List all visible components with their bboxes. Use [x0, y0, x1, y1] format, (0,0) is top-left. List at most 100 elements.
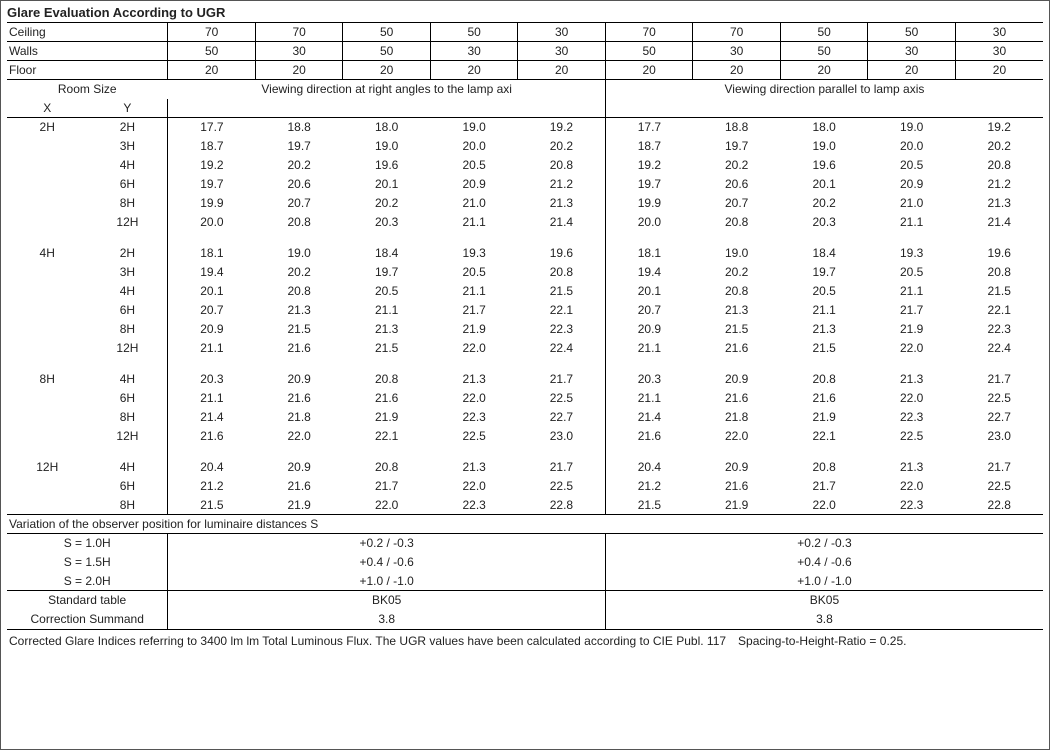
header-val: 20: [605, 61, 693, 80]
val: 21.6: [693, 477, 781, 496]
val: 21.6: [168, 427, 256, 446]
val: 20.9: [605, 320, 693, 339]
y-cell: 3H: [87, 263, 167, 282]
val: 18.1: [168, 244, 256, 263]
page-title: Glare Evaluation According to UGR: [7, 3, 1043, 22]
val: 20.2: [693, 156, 781, 175]
val: 22.5: [430, 427, 518, 446]
val: 18.8: [255, 118, 343, 137]
header-val: 30: [955, 42, 1043, 61]
x-cell: [7, 263, 87, 282]
ugr-table: Glare Evaluation According to UGR Ceilin…: [0, 0, 1050, 750]
x-cell: [7, 320, 87, 339]
val: 22.0: [868, 477, 956, 496]
val: 22.3: [955, 320, 1043, 339]
val: 21.6: [255, 389, 343, 408]
header-val: 50: [868, 23, 956, 42]
val: 20.8: [518, 156, 606, 175]
val: 19.9: [168, 194, 256, 213]
val: 19.2: [955, 118, 1043, 137]
val: 20.2: [955, 137, 1043, 156]
y-cell: 8H: [87, 496, 167, 515]
val: 22.3: [868, 408, 956, 427]
header-val: 30: [693, 42, 781, 61]
var-label: S = 1.0H: [7, 534, 168, 553]
main-table: Ceiling70705050307070505030Walls50305030…: [7, 22, 1043, 629]
y-cell: 6H: [87, 301, 167, 320]
val: 22.1: [780, 427, 868, 446]
val: 21.5: [955, 282, 1043, 301]
val: 18.0: [343, 118, 431, 137]
val: 20.0: [605, 213, 693, 232]
val: 18.7: [168, 137, 256, 156]
val: 22.5: [518, 477, 606, 496]
val: 21.3: [868, 370, 956, 389]
val: 20.1: [343, 175, 431, 194]
var-label: S = 2.0H: [7, 572, 168, 591]
std-label: Standard table: [7, 591, 168, 610]
var-left: +1.0 / -1.0: [168, 572, 606, 591]
y-cell: 4H: [87, 458, 167, 477]
val: 20.8: [518, 263, 606, 282]
val: 19.7: [780, 263, 868, 282]
val: 22.0: [693, 427, 781, 446]
y-label: Y: [87, 99, 167, 118]
val: 21.0: [868, 194, 956, 213]
x-cell: [7, 477, 87, 496]
val: 21.9: [255, 496, 343, 515]
var-label: S = 1.5H: [7, 553, 168, 572]
x-cell: 2H: [7, 118, 87, 137]
val: 20.1: [605, 282, 693, 301]
val: 21.1: [430, 282, 518, 301]
x-cell: [7, 339, 87, 358]
val: 22.7: [518, 408, 606, 427]
val: 21.0: [430, 194, 518, 213]
val: 18.1: [605, 244, 693, 263]
x-cell: [7, 194, 87, 213]
val: 19.7: [693, 137, 781, 156]
val: 21.8: [693, 408, 781, 427]
y-cell: 6H: [87, 389, 167, 408]
val: 19.2: [605, 156, 693, 175]
val: 22.1: [343, 427, 431, 446]
val: 22.0: [868, 389, 956, 408]
val: 22.5: [955, 477, 1043, 496]
y-cell: 8H: [87, 194, 167, 213]
val: 19.0: [780, 137, 868, 156]
val: 20.8: [955, 156, 1043, 175]
val: 21.6: [255, 477, 343, 496]
header-val: 30: [430, 42, 518, 61]
val: 19.2: [168, 156, 256, 175]
y-cell: 4H: [87, 370, 167, 389]
val: 19.2: [518, 118, 606, 137]
val: 21.9: [430, 320, 518, 339]
val: 21.5: [518, 282, 606, 301]
val: 22.5: [955, 389, 1043, 408]
y-cell: 4H: [87, 282, 167, 301]
y-cell: 12H: [87, 213, 167, 232]
val: 21.8: [255, 408, 343, 427]
val: 20.5: [430, 263, 518, 282]
val: 22.5: [868, 427, 956, 446]
val: 21.1: [168, 339, 256, 358]
y-cell: 8H: [87, 408, 167, 427]
val: 21.3: [780, 320, 868, 339]
val: 19.7: [605, 175, 693, 194]
y-cell: 2H: [87, 244, 167, 263]
footnote: Corrected Glare Indices referring to 340…: [7, 629, 1043, 652]
y-cell: 6H: [87, 477, 167, 496]
val: 21.4: [518, 213, 606, 232]
header-val: 50: [430, 23, 518, 42]
val: 19.7: [255, 137, 343, 156]
x-cell: [7, 389, 87, 408]
val: 20.5: [343, 282, 431, 301]
header-val: 20: [255, 61, 343, 80]
header-val: 20: [518, 61, 606, 80]
x-cell: [7, 213, 87, 232]
header-val: 20: [780, 61, 868, 80]
header-val: 70: [605, 23, 693, 42]
val: 20.9: [430, 175, 518, 194]
val: 22.0: [430, 339, 518, 358]
x-cell: 8H: [7, 370, 87, 389]
header-label: Walls: [7, 42, 168, 61]
